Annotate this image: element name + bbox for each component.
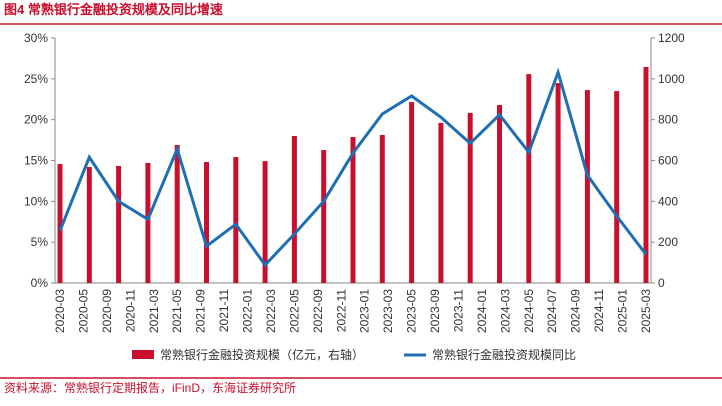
legend-swatch xyxy=(132,350,154,359)
bar xyxy=(555,83,561,283)
y2-tick-label: 600 xyxy=(658,154,678,168)
bar xyxy=(438,122,444,283)
bar xyxy=(174,144,180,283)
x-tick-label: 2022-11 xyxy=(334,289,348,332)
x-tick-label: 2020-11 xyxy=(123,289,137,332)
bar xyxy=(145,162,151,283)
x-tick-label: 2020-05 xyxy=(76,289,90,333)
x-tick-label: 2023-09 xyxy=(428,289,442,333)
x-tick-label: 2024-01 xyxy=(475,289,489,333)
x-tick-label: 2022-09 xyxy=(311,289,325,333)
y-tick-label: 10% xyxy=(24,194,48,208)
x-tick-label: 2021-11 xyxy=(217,289,231,332)
bar xyxy=(584,90,590,283)
x-tick-label: 2024-09 xyxy=(569,289,583,333)
x-tick-label: 2023-01 xyxy=(358,289,372,333)
bar xyxy=(350,137,356,283)
bar xyxy=(321,150,327,283)
y-tick-label: 15% xyxy=(24,154,48,168)
y-tick-label: 20% xyxy=(24,113,48,127)
bar xyxy=(497,104,502,283)
bar xyxy=(409,102,415,283)
x-tick-label: 2024-11 xyxy=(592,289,606,332)
bar xyxy=(262,161,268,283)
y-tick-label: 0% xyxy=(31,276,49,290)
legend-label: 常熟银行金融投资规模同比 xyxy=(432,347,576,362)
x-tick-label: 2023-11 xyxy=(451,289,465,332)
x-tick-label: 2025-01 xyxy=(616,289,630,333)
bar xyxy=(233,157,239,283)
x-tick-label: 2021-09 xyxy=(194,289,208,333)
legend-label: 常熟银行金融投资规模（亿元，右轴） xyxy=(160,347,364,362)
bar xyxy=(86,167,92,283)
y-tick-label: 25% xyxy=(24,72,48,86)
y2-tick-label: 200 xyxy=(658,235,678,249)
source: 资料来源：常熟银行定期报告，iFinD，东海证券研究所 xyxy=(4,380,296,395)
x-tick-label: 2023-03 xyxy=(381,289,395,333)
x-tick-label: 2022-01 xyxy=(241,289,255,333)
y2-tick-label: 1000 xyxy=(658,72,685,86)
x-tick-label: 2023-05 xyxy=(405,289,419,333)
y2-tick-label: 400 xyxy=(658,194,678,208)
bar xyxy=(643,66,649,283)
bar xyxy=(467,112,473,283)
chart-title: 图4 常熟银行金融投资规模及同比增速 xyxy=(4,2,223,17)
bar xyxy=(379,134,385,283)
x-tick-label: 2024-03 xyxy=(498,289,512,333)
x-tick-label: 2021-05 xyxy=(170,289,184,333)
x-tick-label: 2022-05 xyxy=(287,289,301,333)
x-tick-label: 2021-03 xyxy=(147,289,161,333)
x-tick-label: 2022-03 xyxy=(264,289,278,333)
bar xyxy=(116,166,122,283)
y-tick-label: 30% xyxy=(24,31,48,45)
x-tick-label: 2025-03 xyxy=(639,289,653,333)
bar xyxy=(291,136,297,283)
y-tick-label: 5% xyxy=(31,235,49,249)
y2-tick-label: 1200 xyxy=(658,31,685,45)
line xyxy=(58,67,648,268)
y2-tick-label: 0 xyxy=(658,276,665,290)
bar xyxy=(614,91,620,283)
x-tick-label: 2024-05 xyxy=(522,289,536,333)
y2-tick-label: 800 xyxy=(658,113,678,127)
x-tick-label: 2020-03 xyxy=(53,289,67,333)
bar xyxy=(204,161,209,283)
bar xyxy=(57,163,63,283)
bar xyxy=(526,74,532,283)
x-tick-label: 2020-09 xyxy=(100,289,114,333)
x-tick-label: 2024-07 xyxy=(545,289,559,333)
